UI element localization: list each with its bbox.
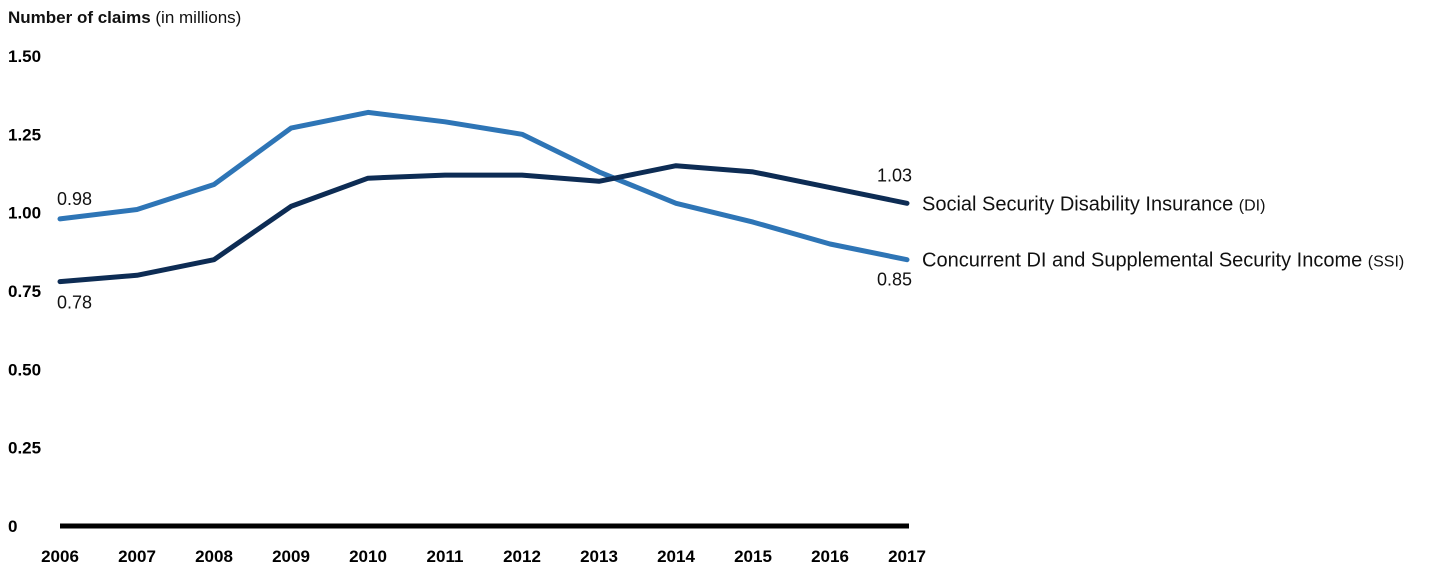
y-axis-title-main: Number of claims [8, 8, 151, 27]
x-tick-label: 2010 [349, 547, 387, 566]
x-tick-label: 2009 [272, 547, 310, 566]
x-tick-label: 2015 [734, 547, 772, 566]
y-tick-label: 1.00 [8, 204, 41, 223]
y-tick-label: 1.50 [8, 47, 41, 66]
series-line-concurrent [57, 109, 910, 263]
y-tick-label: 0.50 [8, 360, 41, 379]
data-label-end-concurrent: 0.85 [877, 270, 912, 290]
x-tick-label: 2006 [41, 547, 79, 566]
y-tick-label: 0 [8, 517, 17, 536]
data-label-start-concurrent: 0.98 [57, 189, 92, 209]
x-tick-label: 2016 [811, 547, 849, 566]
y-tick-label: 1.25 [8, 125, 41, 144]
y-axis-title-unit: (in millions) [155, 8, 242, 27]
x-tick-label: 2011 [427, 547, 464, 566]
y-tick-label: 0.75 [8, 282, 41, 301]
x-tick-label: 2012 [503, 547, 541, 566]
x-tick-label: 2013 [580, 547, 618, 566]
x-tick-label: 2017 [888, 547, 926, 566]
x-tick-label: 2014 [657, 547, 695, 566]
y-axis-title: Number of claims (in millions) [8, 8, 241, 28]
y-tick-label: 0.25 [8, 439, 41, 458]
x-tick-label: 2007 [118, 547, 156, 566]
series-label-concurrent: Concurrent DI and Supplemental Security … [922, 250, 1404, 272]
series-label-di: Social Security Disability Insurance (DI… [922, 193, 1265, 215]
data-label-start-di: 0.78 [57, 293, 92, 313]
series-line-di [57, 163, 910, 285]
x-tick-label: 2008 [195, 547, 233, 566]
data-label-end-di: 1.03 [877, 165, 912, 185]
